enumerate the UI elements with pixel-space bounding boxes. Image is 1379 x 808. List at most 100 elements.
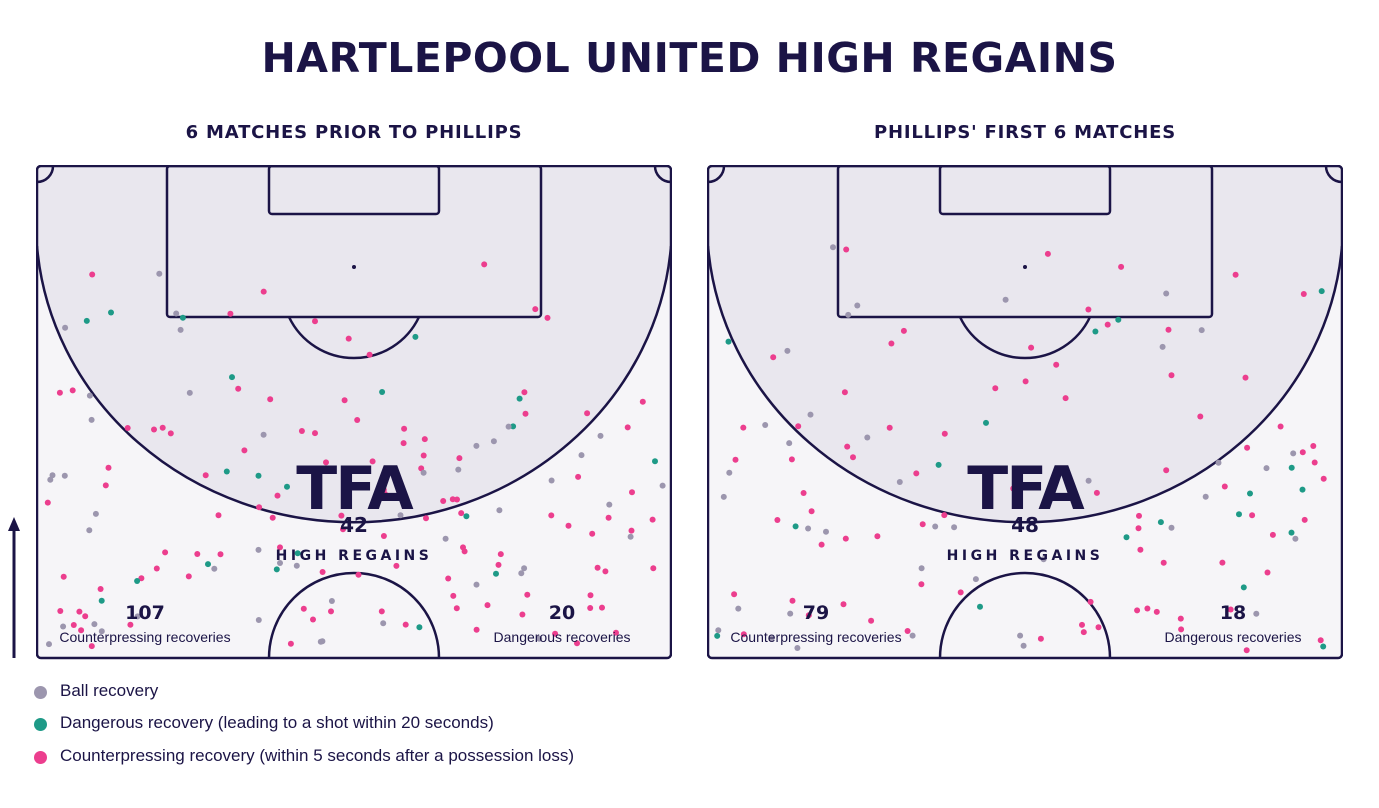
counterpressing-recovery-marker [449, 496, 456, 503]
dangerous-recovery-marker [1318, 288, 1325, 295]
counterpressing-recovery-marker [340, 526, 346, 533]
dangerous-recovery-marker [1288, 529, 1295, 536]
counterpressing-recovery-marker [1079, 621, 1085, 628]
counterpressing-recovery-marker [124, 425, 131, 431]
pitch-outline [36, 165, 672, 660]
ball-recovery-marker [490, 438, 497, 445]
ball-recovery-marker [473, 442, 480, 449]
counterpressing-recovery-marker [1118, 263, 1125, 270]
counterpressing-recovery-marker [587, 592, 594, 599]
ball-recovery-marker [715, 627, 722, 634]
counterpressing-recovery-marker [369, 458, 376, 465]
ball-recovery-marker [784, 347, 791, 354]
counterpressing-recovery-marker [70, 622, 77, 628]
counterpressing-recovery-marker [260, 288, 267, 295]
counterpressing-recovery-marker [992, 385, 999, 392]
counterpressing-recovery-marker [267, 396, 274, 403]
ball-recovery-marker [91, 621, 98, 628]
counterpressing-recovery-marker [841, 389, 848, 396]
counterpressing-recovery-marker [185, 573, 192, 580]
ball-recovery-marker [455, 466, 462, 473]
ball-recovery-marker [972, 576, 979, 583]
counterpressing-recovery-marker [805, 612, 812, 619]
dangerous-recovery-marker [284, 483, 290, 490]
dangerous-value: 18 [1220, 602, 1246, 624]
dangerous-recovery-marker [379, 389, 386, 395]
counterpressing-recovery-marker [904, 628, 911, 634]
counterpressing-recovery-marker [1135, 525, 1142, 532]
counterpressing-recovery-marker [1243, 647, 1250, 654]
counterpressing-recovery-marker [524, 591, 531, 598]
dangerous-recovery-marker [1240, 584, 1247, 591]
counterpressing-recovery-marker [235, 385, 242, 392]
counterpressing-recovery-marker [522, 410, 529, 417]
ball-recovery-marker [536, 635, 543, 642]
counterpressing-recovery-marker [460, 544, 466, 551]
counterpressing-recovery-marker [60, 573, 67, 580]
counterpressing-recovery-marker [378, 608, 385, 615]
counterpressing-recovery-marker [473, 626, 480, 633]
counterpressing-recovery-marker [401, 425, 408, 432]
counterpressing-recovery-marker [217, 551, 224, 558]
counterpressing-recovery-marker [1160, 559, 1167, 566]
counterpressing-recovery-marker [613, 629, 619, 636]
high-regains-value: 48 [1011, 513, 1039, 537]
dangerous-recovery-marker [294, 550, 301, 557]
counterpressing-recovery-marker [162, 549, 169, 556]
dangerous-recovery-marker [1157, 519, 1164, 526]
counterpressing-recovery-marker [1197, 413, 1204, 420]
dangerous-recovery-marker [108, 309, 114, 316]
zone-arc [707, 245, 1343, 524]
dangerous-recovery-marker [98, 597, 105, 604]
counterpressing-recovery-marker [650, 565, 657, 572]
tfa-logo: TFA [967, 454, 1085, 524]
dangerous-recovery-marker [1115, 316, 1122, 323]
dangerous-recovery-marker [792, 523, 799, 530]
dangerous-recovery-marker [463, 513, 470, 520]
ball-recovery-marker [735, 605, 742, 612]
ball-recovery-marker [473, 581, 480, 588]
counterpressing-recovery-marker [1044, 250, 1051, 257]
counterpressing-recovery-marker [1227, 606, 1234, 613]
counterpressing-recovery-marker [76, 608, 83, 615]
ball-recovery-marker [293, 562, 300, 569]
dangerous-recovery-marker [255, 472, 262, 479]
high-regains-label: HIGH REGAINS [947, 548, 1104, 564]
counterpressing-recovery-marker [312, 318, 318, 325]
counterpressing-recovery-marker [584, 410, 591, 417]
counterpressing-recovery-marker [594, 564, 601, 571]
ball-recovery-marker [823, 528, 829, 535]
counterpressing-recovery-marker [105, 464, 112, 471]
counterpressing-recovery-marker [298, 428, 305, 434]
counterpressing-recovery-marker [82, 613, 89, 620]
counterpressing-recovery-marker [366, 351, 373, 358]
penalty-arc [958, 316, 1092, 360]
counterpressing-recovery-marker [456, 455, 463, 462]
dangerous-recovery-marker [134, 578, 141, 584]
high-regains-label: HIGH REGAINS [276, 548, 433, 564]
counterpressing-recovery-marker [840, 601, 847, 608]
ball-recovery-marker [720, 493, 727, 500]
ball-recovery-marker [762, 422, 769, 428]
ball-recovery-marker [1292, 535, 1299, 542]
counterpressing-recovery-marker [808, 508, 815, 515]
counterpressing-recovery-marker [310, 616, 316, 623]
counterpressing-recovery-marker [521, 389, 528, 396]
counterpressing-recovery-marker [458, 510, 465, 517]
counterpressing-recovery-marker [202, 472, 209, 479]
ball-recovery-marker [496, 507, 503, 514]
dangerous-recovery-marker [412, 333, 419, 340]
ball-recovery-marker [255, 617, 262, 623]
counterpressing-recovery-marker [1093, 489, 1100, 496]
counterpressing-recovery-marker [497, 551, 504, 558]
ball-recovery-marker [518, 570, 525, 577]
counterpressing-recovery-marker [44, 499, 51, 506]
counterpressing-recovery-marker [57, 608, 64, 614]
ball-recovery-marker [211, 565, 218, 572]
ball-recovery-marker [260, 431, 267, 438]
ball-recovery-marker [61, 472, 68, 479]
counterpressing-recovery-marker [1137, 546, 1144, 553]
counterpressing-recovery-marker [843, 246, 850, 253]
counterpressing-recovery-marker [818, 541, 825, 548]
ball-recovery-marker [47, 476, 54, 483]
